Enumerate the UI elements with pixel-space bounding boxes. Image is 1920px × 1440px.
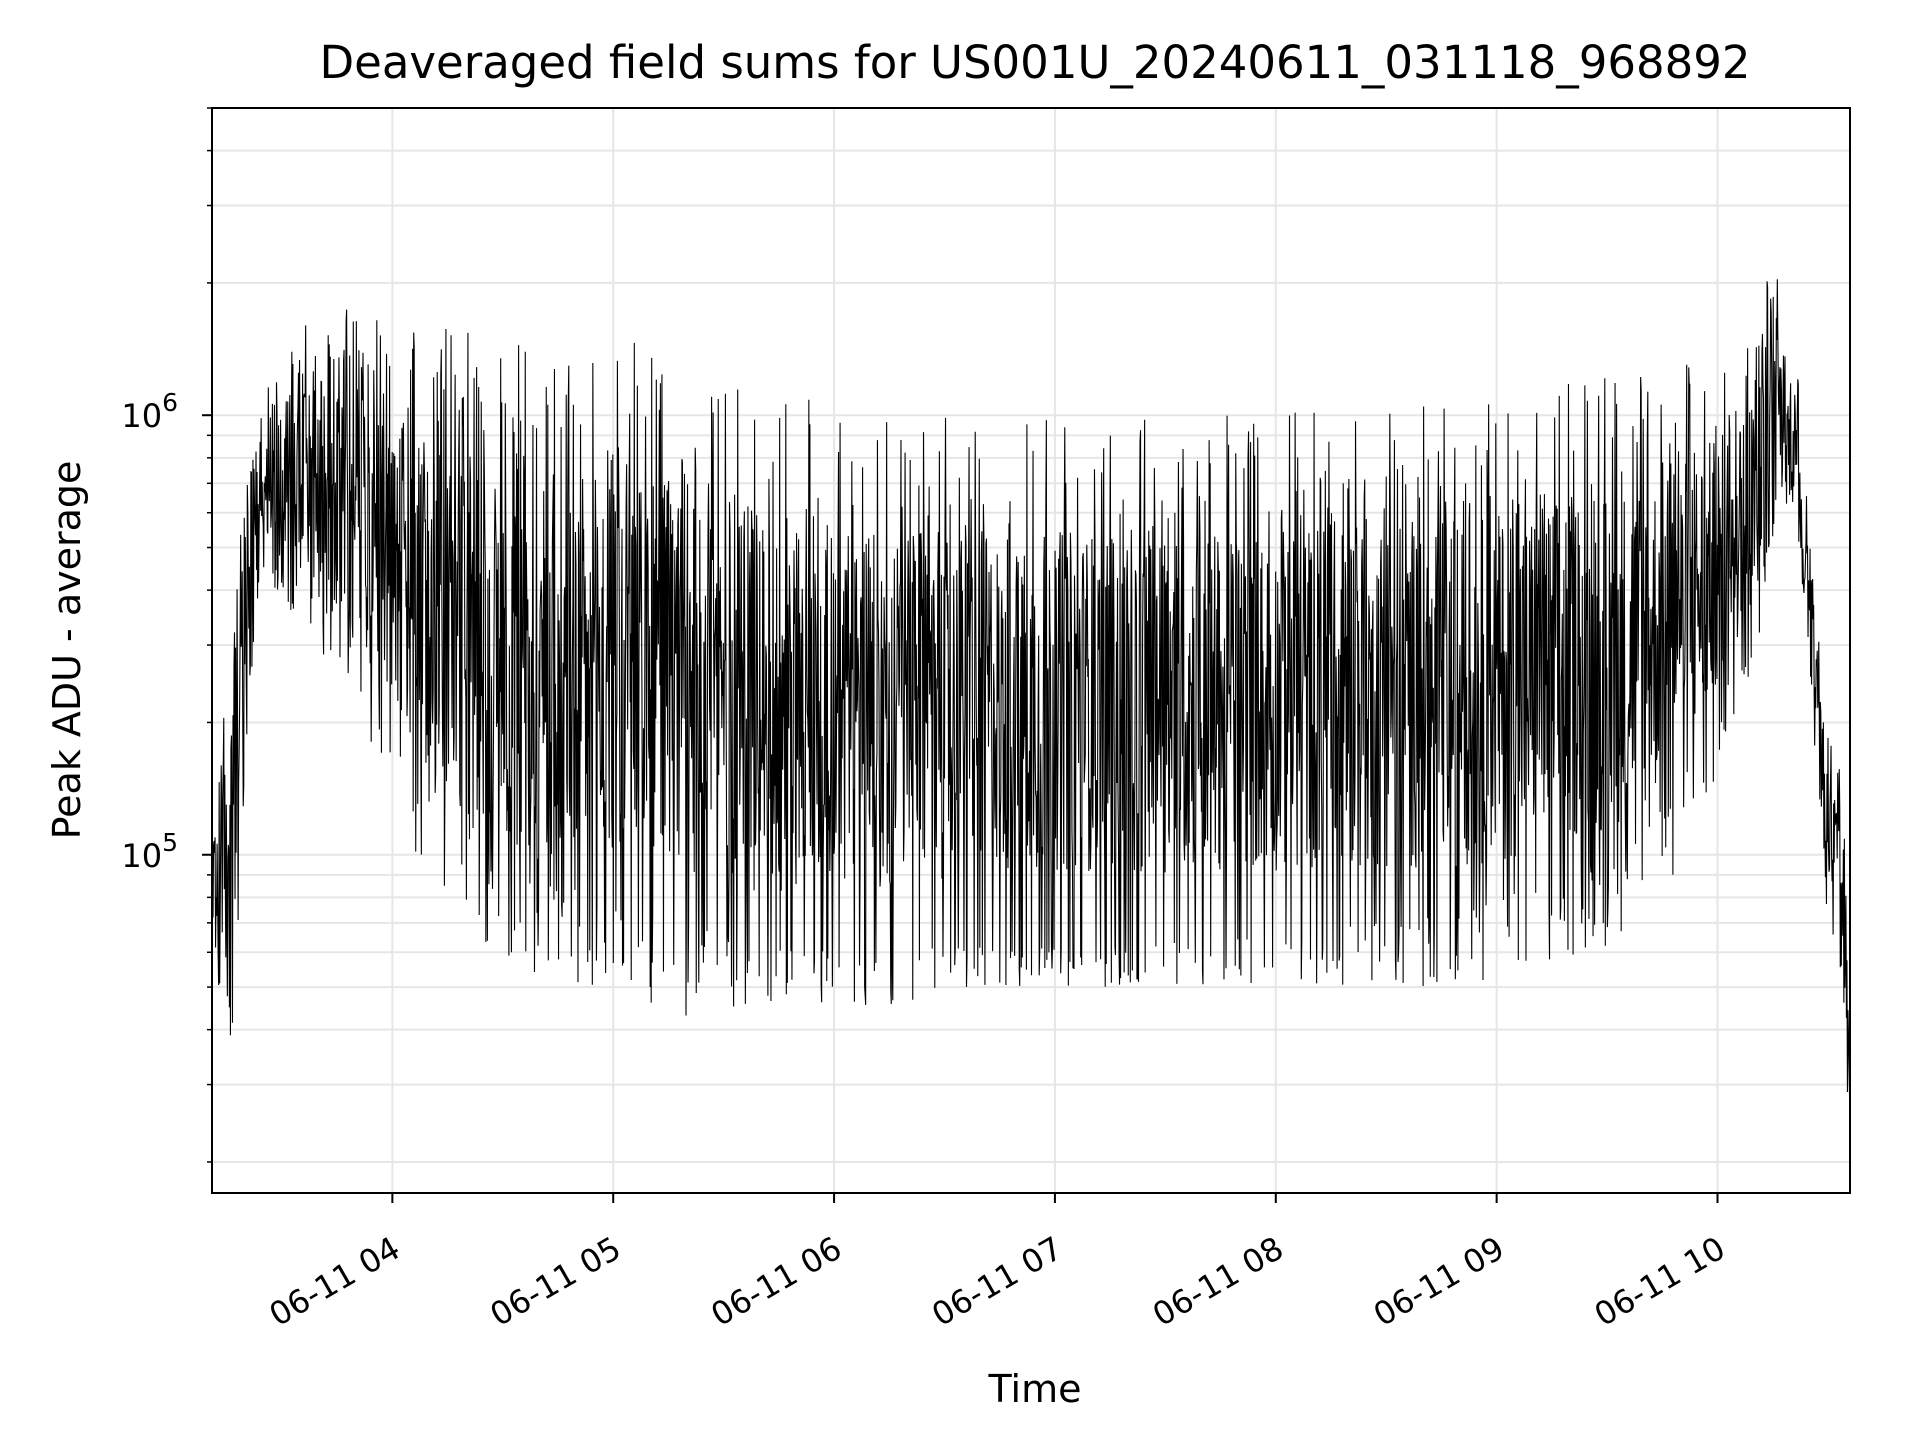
data-series <box>211 279 1851 1098</box>
x-tick-label: 06-11 08 <box>1146 1229 1290 1334</box>
x-tick-label: 06-11 05 <box>484 1229 628 1334</box>
x-tick-label: 06-11 10 <box>1588 1229 1732 1334</box>
y-tick-label: 106 <box>121 388 178 435</box>
y-tick-label: 105 <box>121 828 178 875</box>
series-line <box>211 279 1851 1098</box>
x-tick-label: 06-11 04 <box>263 1229 407 1334</box>
chart-title: Deaveraged field sums for US001U_2024061… <box>320 36 1751 89</box>
y-axis-label: Peak ADU - average <box>45 461 89 840</box>
x-axis-label: Time <box>988 1367 1082 1411</box>
x-tick-label: 06-11 06 <box>704 1229 848 1334</box>
x-tick-label: 06-11 09 <box>1367 1229 1511 1334</box>
plot-frame <box>211 107 1851 1194</box>
x-axis-ticks: 06-11 04 06-11 05 06-11 06 06-11 07 06-11 08… <box>263 1193 1732 1334</box>
x-tick-label: 06-11 07 <box>925 1229 1069 1334</box>
y-axis-ticks: 105 106 <box>121 107 212 1163</box>
